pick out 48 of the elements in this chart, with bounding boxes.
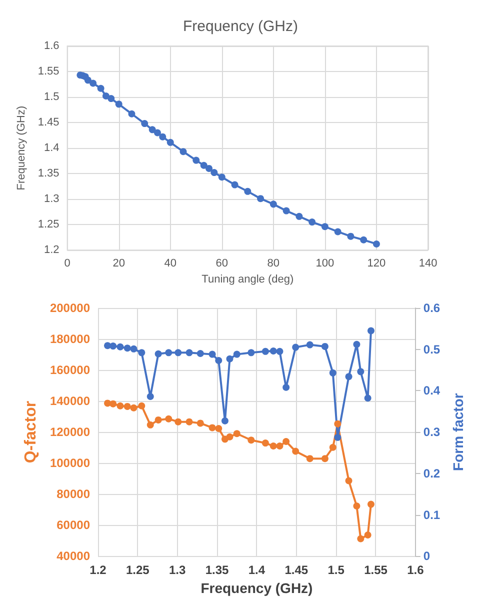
x-tick-label: 1.3 bbox=[169, 563, 186, 578]
x-tick-label: 120 bbox=[367, 258, 386, 270]
y2-axis-title: Form factor bbox=[450, 392, 466, 471]
y-tick-label: 80000 bbox=[56, 487, 90, 502]
y-tick-label: 60000 bbox=[56, 518, 90, 532]
x-tick-label: 1.25 bbox=[126, 563, 150, 578]
y-axis-title: Q-factor bbox=[22, 400, 40, 464]
x-axis-title: Frequency (GHz) bbox=[200, 580, 313, 596]
y-axis-title: Frequency (GHz) bbox=[16, 106, 28, 190]
y-tick-label: 120000 bbox=[50, 425, 90, 440]
y-tick-label: 1.45 bbox=[38, 116, 60, 129]
x-tick-label: 20 bbox=[112, 258, 125, 270]
chart-title: Frequency (GHz) bbox=[182, 18, 298, 35]
x-tick-label: 140 bbox=[418, 258, 438, 270]
y-tick-label: 1.3 bbox=[44, 193, 60, 206]
y-tick-label: 100000 bbox=[50, 456, 90, 470]
x-tick-label: 1.2 bbox=[90, 563, 107, 578]
x-tick-label: 1.4 bbox=[248, 563, 266, 578]
x-axis-title: Tuning angle (deg) bbox=[202, 274, 294, 286]
y-tick-label: 140000 bbox=[50, 394, 90, 408]
y-tick-label: 1.5 bbox=[44, 91, 60, 104]
y-tick-label: 1.25 bbox=[38, 218, 60, 231]
y2-tick-label: 0.4 bbox=[423, 384, 440, 398]
x-tick-label: 0 bbox=[64, 258, 70, 270]
y-tick-label: 40000 bbox=[56, 549, 90, 564]
y2-tick-label: 0 bbox=[423, 549, 430, 564]
y-tick-label: 200000 bbox=[50, 301, 90, 315]
x-tick-label: 40 bbox=[164, 258, 176, 270]
x-tick-label: 1.6 bbox=[407, 563, 424, 578]
y-tick-label: 1.6 bbox=[44, 40, 60, 52]
y2-tick-label: 0.3 bbox=[423, 425, 440, 440]
y2-tick-label: 0.2 bbox=[423, 466, 440, 480]
y2-tick-label: 0.1 bbox=[423, 508, 440, 522]
x-tick-label: 1.5 bbox=[328, 563, 345, 578]
y-tick-label: 160000 bbox=[50, 363, 90, 378]
x-tick-label: 100 bbox=[316, 258, 334, 270]
y-tick-label: 1.55 bbox=[38, 66, 60, 78]
y-tick-label: 1.4 bbox=[44, 142, 60, 154]
x-tick-label: 1.35 bbox=[205, 563, 230, 578]
y-tick-label: 1.2 bbox=[44, 244, 60, 256]
y-tick-label: 180000 bbox=[50, 332, 90, 346]
x-tick-label: 1.45 bbox=[284, 563, 308, 578]
x-tick-label: 1.55 bbox=[364, 563, 388, 578]
x-tick-label: 60 bbox=[216, 258, 228, 270]
x-tick-label: 80 bbox=[267, 258, 280, 270]
y-tick-label: 1.35 bbox=[38, 168, 60, 180]
y2-tick-label: 0.6 bbox=[423, 301, 440, 315]
y2-tick-label: 0.5 bbox=[423, 342, 440, 356]
